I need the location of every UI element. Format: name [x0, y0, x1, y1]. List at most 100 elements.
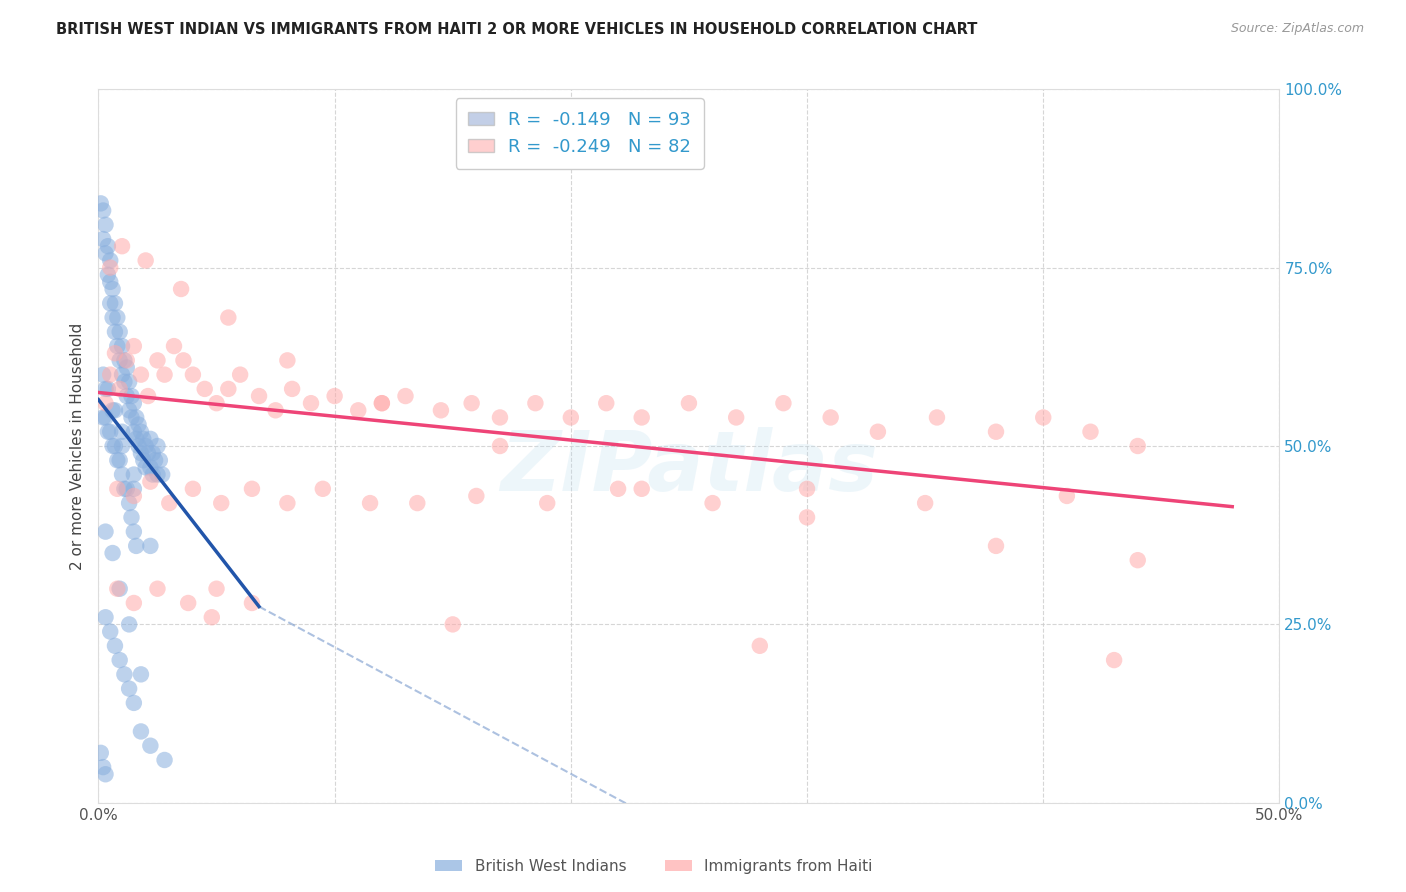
Point [347, 403, 370, 417]
Point [146, 353, 169, 368]
Point [264, 403, 287, 417]
Point [98, 368, 121, 382]
Point [101, 439, 124, 453]
Point [122, 596, 145, 610]
Point [128, 439, 150, 453]
Point [118, 617, 141, 632]
Point [465, 489, 488, 503]
Point [111, 339, 134, 353]
Point [98, 296, 121, 310]
Point [172, 353, 194, 368]
Point [94, 382, 117, 396]
Point [153, 368, 176, 382]
Point [489, 439, 512, 453]
Point [247, 389, 270, 403]
Point [136, 446, 159, 460]
Point [209, 496, 232, 510]
Point [122, 425, 145, 439]
Point [312, 482, 335, 496]
Point [94, 410, 117, 425]
Point [104, 346, 127, 360]
Point [91, 410, 114, 425]
Point [984, 425, 1007, 439]
Point [240, 482, 263, 496]
Point [91, 232, 114, 246]
Point [925, 410, 948, 425]
Point [115, 482, 138, 496]
Point [796, 482, 818, 496]
Point [101, 546, 124, 560]
Point [105, 339, 128, 353]
Point [1056, 489, 1078, 503]
Point [323, 389, 346, 403]
Point [105, 582, 128, 596]
Point [111, 368, 134, 382]
Legend: British West Indians, Immigrants from Haiti: British West Indians, Immigrants from Ha… [429, 853, 879, 880]
Point [866, 425, 889, 439]
Point [1102, 653, 1125, 667]
Point [121, 389, 143, 403]
Point [1126, 553, 1149, 567]
Point [98, 275, 121, 289]
Point [105, 453, 128, 467]
Point [108, 382, 131, 396]
Point [276, 353, 298, 368]
Point [150, 467, 173, 482]
Text: ZIPatlas: ZIPatlas [501, 427, 877, 508]
Point [1080, 425, 1102, 439]
Point [118, 681, 141, 696]
Point [122, 467, 145, 482]
Text: Source: ZipAtlas.com: Source: ZipAtlas.com [1230, 22, 1364, 36]
Y-axis label: 2 or more Vehicles in Household: 2 or more Vehicles in Household [70, 322, 86, 570]
Point [111, 239, 134, 253]
Point [115, 360, 138, 375]
Point [630, 410, 652, 425]
Point [108, 453, 131, 467]
Point [146, 467, 169, 482]
Point [132, 453, 155, 467]
Point [153, 753, 176, 767]
Point [91, 368, 114, 382]
Point [240, 596, 263, 610]
Point [98, 624, 121, 639]
Point [524, 396, 547, 410]
Point [129, 446, 152, 460]
Point [108, 325, 131, 339]
Point [201, 610, 224, 624]
Point [129, 368, 152, 382]
Point [112, 667, 135, 681]
Point [489, 410, 512, 425]
Point [129, 724, 152, 739]
Point [1032, 410, 1054, 425]
Text: BRITISH WEST INDIAN VS IMMIGRANTS FROM HAITI 2 OR MORE VEHICLES IN HOUSEHOLD COR: BRITISH WEST INDIAN VS IMMIGRANTS FROM H… [56, 22, 977, 37]
Point [139, 460, 162, 475]
Point [94, 246, 117, 260]
Point [217, 310, 239, 325]
Point [430, 403, 453, 417]
Point [143, 453, 166, 467]
Point [112, 375, 135, 389]
Point [122, 339, 145, 353]
Point [97, 425, 120, 439]
Point [97, 382, 120, 396]
Point [105, 310, 128, 325]
Point [1126, 439, 1149, 453]
Point [111, 467, 134, 482]
Point [104, 325, 127, 339]
Point [595, 396, 617, 410]
Point [101, 282, 124, 296]
Point [796, 510, 818, 524]
Point [97, 268, 120, 282]
Point [194, 382, 217, 396]
Point [94, 610, 117, 624]
Point [205, 396, 228, 410]
Point [104, 639, 127, 653]
Point [139, 475, 162, 489]
Point [125, 432, 148, 446]
Point [97, 239, 120, 253]
Point [104, 439, 127, 453]
Point [122, 396, 145, 410]
Point [91, 203, 114, 218]
Point [104, 403, 127, 417]
Point [139, 539, 162, 553]
